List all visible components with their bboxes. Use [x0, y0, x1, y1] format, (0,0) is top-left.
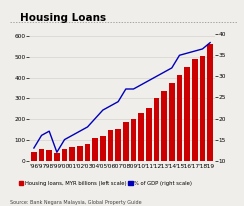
Bar	[115, 129, 121, 161]
Bar	[85, 144, 90, 161]
Text: Source: Bank Negara Malaysia, Global Property Guide: Source: Bank Negara Malaysia, Global Pro…	[10, 200, 141, 205]
Bar	[62, 149, 67, 161]
Bar	[146, 108, 152, 161]
Bar	[92, 138, 98, 161]
Bar	[184, 67, 190, 161]
Legend: Housing loans, MYR billions (left scale), % of GDP (right scale): Housing loans, MYR billions (left scale)…	[19, 181, 192, 186]
Bar	[46, 150, 52, 161]
Bar	[169, 83, 174, 161]
Bar	[138, 113, 144, 161]
Bar	[123, 122, 129, 161]
Bar	[54, 153, 60, 161]
Bar	[200, 56, 205, 161]
Bar	[39, 149, 44, 161]
Bar	[70, 147, 75, 161]
Text: Housing Loans: Housing Loans	[20, 13, 106, 23]
Bar	[177, 75, 182, 161]
Bar	[31, 152, 37, 161]
Bar	[77, 146, 83, 161]
Bar	[100, 136, 106, 161]
Bar	[192, 59, 198, 161]
Bar	[161, 91, 167, 161]
Bar	[207, 44, 213, 161]
Bar	[108, 130, 113, 161]
Bar	[154, 98, 159, 161]
Bar	[131, 119, 136, 161]
